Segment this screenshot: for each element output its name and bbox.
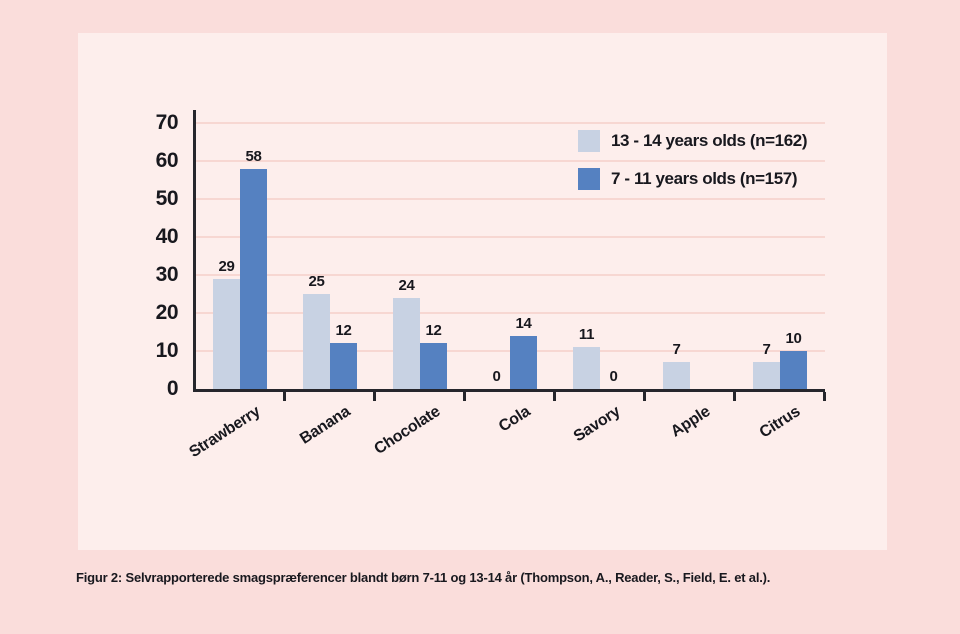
gridline [195, 236, 825, 238]
bar-apple-series0 [663, 362, 690, 389]
bar-cola-series1 [510, 336, 537, 389]
y-axis-tick-label: 60 [155, 149, 179, 172]
y-axis-tick-label: 40 [155, 225, 179, 248]
gridline [195, 312, 825, 314]
legend-item-13-14: 13 - 14 years olds (n=162) [578, 130, 807, 152]
bar-chocolate-series1 [420, 343, 447, 389]
bar-strawberry-series0 [213, 279, 240, 389]
gridline [195, 198, 825, 200]
x-axis-tick [643, 392, 646, 401]
bar-value-label: 24 [398, 277, 415, 294]
figure-caption: Figur 2: Selvrapporterede smagspræferenc… [76, 570, 771, 585]
gridline [195, 122, 825, 124]
legend-label-13-14: 13 - 14 years olds (n=162) [611, 131, 808, 150]
bar-value-label: 25 [308, 273, 325, 290]
y-axis-tick-label: 10 [155, 339, 179, 362]
y-axis-tick-label: 70 [155, 111, 179, 134]
bar-value-label: 11 [578, 326, 595, 343]
x-axis-tick [283, 392, 286, 401]
bar-value-label: 58 [245, 148, 262, 165]
bar-value-label: 29 [218, 258, 235, 275]
bar-banana-series0 [303, 294, 330, 389]
bar-citrus-series0 [753, 362, 780, 389]
bar-value-label: 12 [425, 322, 442, 339]
bar-value-label: 10 [785, 330, 802, 347]
x-axis-tick [733, 392, 736, 401]
bar-citrus-series1 [780, 351, 807, 389]
gridline [195, 274, 825, 276]
bar-chart: 0 10 20 30 40 50 60 70 29 58 Strawberry 25 12 Banana 2… [78, 33, 887, 550]
chart-panel: 0 10 20 30 40 50 60 70 29 58 Strawberry 25 12 Banana 2… [78, 33, 887, 550]
x-axis-tick [373, 392, 376, 401]
bar-value-label: 7 [762, 341, 771, 358]
legend-label-7-11: 7 - 11 years olds (n=157) [611, 169, 798, 188]
x-axis-tick [463, 392, 466, 401]
y-axis-line [193, 110, 196, 392]
legend-swatch-13-14 [578, 130, 600, 152]
y-axis-tick-label: 30 [155, 263, 179, 286]
legend-swatch-7-11 [578, 168, 600, 190]
bar-value-label: 7 [672, 341, 681, 358]
bar-banana-series1 [330, 343, 357, 389]
legend-item-7-11: 7 - 11 years olds (n=157) [578, 168, 807, 190]
gridline [195, 160, 825, 162]
bar-value-label: 12 [335, 322, 352, 339]
bar-savory-series0 [573, 347, 600, 389]
bar-strawberry-series1 [240, 169, 267, 389]
y-axis-tick-label: 50 [155, 187, 179, 210]
chart-legend: 13 - 14 years olds (n=162) 7 - 11 years … [578, 130, 807, 190]
x-axis-line [193, 389, 825, 392]
y-axis-tick-label: 0 [166, 377, 179, 400]
bar-chocolate-series0 [393, 298, 420, 389]
x-axis-tick [823, 392, 826, 401]
bar-value-label: 14 [515, 315, 532, 332]
bar-value-label: 0 [492, 368, 501, 385]
bar-value-label: 0 [609, 368, 618, 385]
x-axis-tick [553, 392, 556, 401]
y-axis-tick-label: 20 [155, 301, 179, 324]
